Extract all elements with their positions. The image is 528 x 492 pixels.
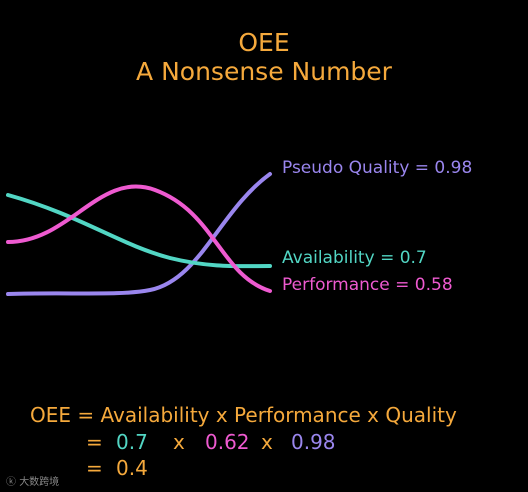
performance-value: 0.62 [205, 430, 250, 454]
subtitle: A Nonsense Number [136, 57, 392, 86]
times-sign-1: x [173, 430, 185, 454]
watermark: ⓚ 大数跨境 [6, 477, 60, 488]
watermark-logo-icon: ⓚ [6, 477, 20, 488]
quality-label: Pseudo Quality = 0.98 [282, 158, 473, 178]
times-sign-2: x [261, 430, 273, 454]
availability-label: Availability = 0.7 [282, 248, 427, 268]
availability-curve [6, 193, 272, 269]
title: OEE [238, 28, 290, 57]
equals-sign-2: = [86, 430, 103, 454]
quality-curve [6, 172, 272, 296]
performance-label: Performance = 0.58 [282, 275, 453, 295]
quality-value: 0.98 [291, 430, 336, 454]
oee-result: 0.4 [116, 456, 148, 480]
availability-value: 0.7 [116, 430, 148, 454]
performance-curve [6, 184, 272, 293]
formula-line-1: OEE = Availability x Performance x Quali… [30, 403, 457, 427]
equals-sign-3: = [86, 456, 103, 480]
